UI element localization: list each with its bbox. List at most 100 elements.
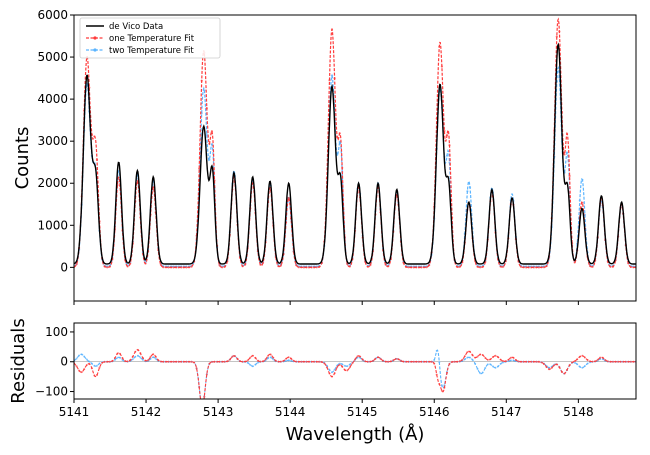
x-tick-label: 5148 bbox=[563, 405, 594, 419]
two-temperature-residual-marker bbox=[346, 365, 349, 368]
two-temperature-residual-marker bbox=[581, 366, 584, 369]
two-temperature-fit-marker bbox=[581, 178, 584, 181]
one-temperature-fit-marker bbox=[198, 167, 201, 170]
one-temperature-residual-marker bbox=[589, 360, 591, 363]
one-temperature-residual-marker bbox=[430, 360, 433, 363]
residuals-plot-frame bbox=[73, 322, 637, 400]
one-temperature-residual-marker bbox=[262, 360, 264, 363]
one-temperature-fit-marker bbox=[555, 35, 558, 38]
one-temperature-residual-marker bbox=[543, 363, 545, 366]
one-temperature-residual-marker bbox=[149, 355, 152, 358]
two-temperature-residual-marker bbox=[256, 361, 259, 364]
one-temperature-residual-marker bbox=[527, 360, 530, 363]
one-temperature-fit-marker bbox=[328, 79, 331, 82]
two-temperature-residual-marker bbox=[113, 358, 116, 361]
one-temperature-residual-marker bbox=[591, 360, 594, 363]
legend-entry-data: de Vico Data bbox=[86, 22, 163, 32]
one-temperature-residual-marker bbox=[624, 360, 627, 363]
one-temperature-residual-marker bbox=[425, 360, 428, 363]
one-temperature-residual-marker bbox=[479, 353, 482, 356]
one-temperature-residual-marker bbox=[461, 358, 464, 361]
one-temperature-fit-marker bbox=[318, 265, 321, 268]
one-temperature-residual-marker bbox=[568, 364, 571, 367]
one-temperature-fit-marker bbox=[384, 263, 387, 266]
two-temperature-fit-marker bbox=[205, 133, 208, 136]
one-temperature-fit-marker bbox=[338, 132, 341, 135]
one-temperature-residual-marker bbox=[509, 356, 512, 359]
main-y-tick-label: 3000 bbox=[37, 134, 68, 148]
one-temperature-residual-marker bbox=[402, 360, 405, 363]
one-temperature-residual-marker bbox=[397, 358, 400, 361]
one-temperature-fit-marker bbox=[244, 263, 247, 266]
x-tick-label: 5141 bbox=[59, 405, 90, 419]
two-temperature-residual-marker bbox=[246, 361, 249, 364]
two-temperature-residual-marker bbox=[491, 365, 494, 368]
main-y-tick-label: 0 bbox=[60, 260, 68, 274]
one-temperature-fit-marker bbox=[428, 264, 431, 267]
one-temperature-fit-marker bbox=[177, 266, 180, 269]
one-temperature-residual-marker bbox=[170, 360, 173, 363]
one-temperature-fit-marker bbox=[167, 266, 170, 269]
one-temperature-fit-marker bbox=[341, 166, 344, 169]
two-temperature-fit-marker bbox=[466, 190, 469, 193]
x-axis-label: Wavelength (Å) bbox=[286, 423, 425, 445]
one-temperature-residual-marker bbox=[182, 360, 185, 363]
one-temperature-fit-marker bbox=[417, 266, 420, 269]
two-temperature-fit-marker bbox=[445, 154, 449, 157]
one-temperature-residual-marker bbox=[476, 355, 479, 358]
one-temperature-residual-marker bbox=[394, 357, 397, 360]
one-temperature-fit-marker bbox=[172, 266, 175, 269]
one-temperature-residual-marker bbox=[361, 358, 364, 361]
one-temperature-residual-marker bbox=[384, 360, 387, 363]
one-temperature-fit-marker bbox=[152, 186, 155, 189]
x-tick-label: 5143 bbox=[203, 405, 234, 419]
one-temperature-residual-marker bbox=[239, 360, 241, 363]
one-temperature-fit-marker bbox=[410, 266, 413, 269]
main-y-tick-label: 5000 bbox=[37, 50, 68, 64]
two-temperature-residual-marker bbox=[486, 363, 489, 366]
two-temperature-residual-marker bbox=[476, 368, 479, 370]
one-temperature-residual-marker bbox=[364, 360, 367, 363]
main-y-axis-label: Counts bbox=[12, 127, 33, 190]
one-temperature-residual-marker bbox=[629, 360, 632, 363]
one-temperature-fit-marker bbox=[205, 107, 208, 110]
one-temperature-residual-marker bbox=[195, 367, 198, 370]
one-temperature-residual-marker bbox=[497, 356, 500, 359]
one-temperature-residual-marker bbox=[415, 360, 418, 363]
one-temperature-residual-marker bbox=[348, 366, 351, 369]
one-temperature-fit-marker bbox=[108, 265, 111, 268]
one-temperature-residual-marker bbox=[338, 363, 341, 366]
one-temperature-residual-marker bbox=[75, 365, 78, 368]
one-temperature-fit-marker bbox=[545, 264, 548, 268]
one-temperature-residual-marker bbox=[466, 351, 469, 354]
two-temperature-residual-marker bbox=[131, 358, 134, 361]
one-temperature-fit-marker bbox=[565, 132, 569, 135]
one-temperature-residual-marker bbox=[236, 357, 239, 360]
one-temperature-residual-marker bbox=[489, 358, 492, 361]
one-temperature-residual-marker bbox=[93, 374, 96, 377]
one-temperature-fit-marker bbox=[629, 265, 633, 269]
one-temperature-residual-marker bbox=[310, 360, 313, 363]
one-temperature-fit-marker bbox=[527, 266, 530, 269]
two-temperature-residual-marker bbox=[134, 355, 137, 358]
one-temperature-residual-marker bbox=[249, 356, 252, 359]
one-temperature-residual-marker bbox=[453, 360, 456, 363]
one-temperature-residual-marker bbox=[131, 355, 134, 358]
one-temperature-residual-marker bbox=[392, 359, 395, 362]
two-temperature-residual-marker bbox=[438, 361, 441, 364]
two-temperature-residual-marker bbox=[440, 384, 443, 387]
two-temperature-fit-marker bbox=[330, 74, 334, 77]
one-temperature-residual-marker bbox=[410, 360, 413, 363]
two-temperature-residual-marker bbox=[484, 366, 487, 369]
one-temperature-residual-marker bbox=[108, 360, 111, 363]
one-temperature-fit-marker bbox=[300, 266, 303, 269]
two-temperature-fit-marker bbox=[578, 199, 581, 202]
two-temperature-residual-marker bbox=[433, 359, 436, 361]
one-temperature-fit-marker bbox=[502, 265, 505, 268]
two-temperature-residual-marker bbox=[116, 356, 119, 359]
one-temperature-residual-line bbox=[74, 349, 636, 399]
one-temperature-residual-marker bbox=[244, 360, 247, 363]
one-temperature-residual-marker bbox=[147, 359, 150, 362]
two-temperature-residual-marker bbox=[272, 358, 275, 361]
